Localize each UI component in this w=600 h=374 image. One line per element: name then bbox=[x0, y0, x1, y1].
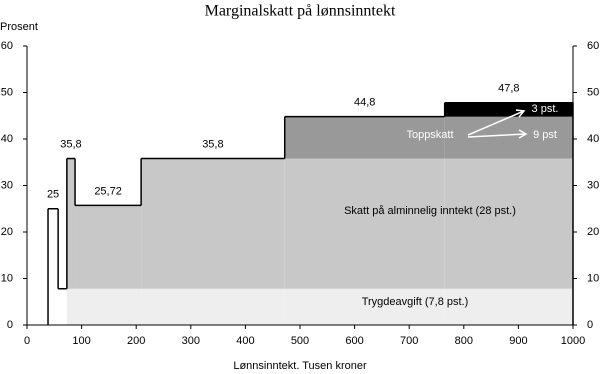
y-axis-label: Prosent bbox=[0, 21, 38, 33]
value-label: 35,8 bbox=[60, 138, 81, 150]
x-tick-label: 400 bbox=[236, 335, 254, 347]
area-label: Trygdeavgift (7,8 pst.) bbox=[362, 296, 469, 308]
area bbox=[75, 205, 142, 289]
y-tick-label: 20 bbox=[1, 226, 13, 238]
annotations: Toppskatt bbox=[406, 109, 528, 141]
area bbox=[66, 288, 76, 325]
x-tick-label: 500 bbox=[291, 335, 309, 347]
y-tick-label: 40 bbox=[1, 133, 13, 145]
chart-title: Marginalskatt på lønnsinntekt bbox=[205, 3, 396, 20]
area bbox=[141, 288, 285, 325]
area bbox=[444, 102, 573, 117]
x-axis-label: Lønnsinntekt. Tusen kroner bbox=[233, 360, 367, 372]
y2-tick-label: 10 bbox=[587, 272, 599, 284]
value-label: 47,8 bbox=[498, 83, 519, 95]
x-tick-label: 100 bbox=[72, 335, 90, 347]
annotation: Toppskatt bbox=[406, 129, 453, 141]
area bbox=[444, 116, 573, 159]
value-label: 44,8 bbox=[354, 97, 375, 109]
y2-tick-label: 40 bbox=[587, 133, 599, 145]
x-tick-label: 1000 bbox=[561, 335, 585, 347]
y2-tick-label: 60 bbox=[587, 40, 599, 52]
y-tick-label: 10 bbox=[1, 272, 13, 284]
x-tick-label: 600 bbox=[345, 335, 363, 347]
x-tick-label: 300 bbox=[182, 335, 200, 347]
y-tick-label: 60 bbox=[1, 40, 13, 52]
y-tick-label: 0 bbox=[7, 319, 13, 331]
area bbox=[284, 116, 445, 159]
arrow-head bbox=[518, 129, 528, 139]
arrow bbox=[467, 110, 525, 136]
x-tick-label: 0 bbox=[24, 335, 30, 347]
y2-tick-label: 20 bbox=[587, 226, 599, 238]
area bbox=[444, 288, 573, 325]
plot: 25 35,8 25,72 35,8 44,8 47,8 Trygdeavgift (7,8… bbox=[1, 40, 600, 347]
area bbox=[284, 288, 445, 325]
arrow bbox=[467, 133, 527, 138]
x-tick-label: 900 bbox=[509, 335, 527, 347]
arrow-head bbox=[515, 109, 526, 118]
value-label: 25 bbox=[47, 189, 59, 201]
y-tick-label: 30 bbox=[1, 179, 13, 191]
x-tick-label: 700 bbox=[400, 335, 418, 347]
value-label: 25,72 bbox=[94, 185, 122, 197]
area bbox=[141, 158, 285, 289]
area-label: 9 pst bbox=[533, 129, 557, 141]
area-label: Skatt på alminnelig inntekt (28 pst.) bbox=[344, 205, 516, 217]
area bbox=[66, 158, 76, 289]
y2-tick-label: 0 bbox=[587, 319, 593, 331]
area-label: 3 pst. bbox=[532, 103, 559, 115]
area bbox=[75, 288, 142, 325]
y-tick-label: 50 bbox=[1, 86, 13, 98]
y2-tick-label: 30 bbox=[587, 179, 599, 191]
area bbox=[284, 158, 445, 289]
value-label: 35,8 bbox=[202, 138, 223, 150]
x-tick-label: 800 bbox=[455, 335, 473, 347]
y2-tick-label: 50 bbox=[587, 86, 599, 98]
x-tick-label: 200 bbox=[127, 335, 145, 347]
area bbox=[444, 158, 573, 289]
